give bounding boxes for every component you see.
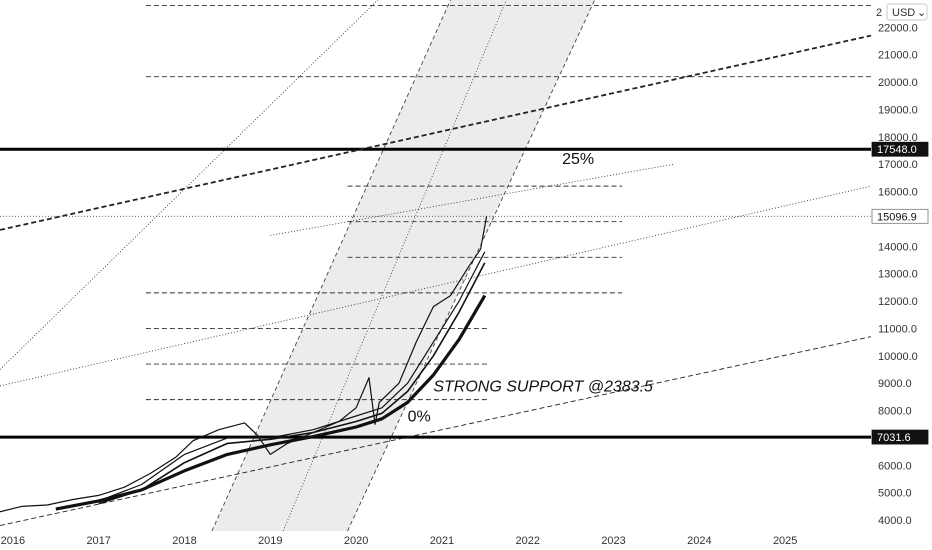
fib-levels bbox=[145, 5, 871, 401]
price-line bbox=[0, 216, 488, 513]
price-tick-label: 22000.0 bbox=[878, 22, 918, 34]
price-badge-label: 7031.6 bbox=[877, 432, 911, 444]
chart-annotation: 0% bbox=[408, 409, 431, 426]
price-badge-label: 17548.0 bbox=[877, 144, 917, 156]
time-tick-label: 2022 bbox=[516, 535, 540, 547]
price-tick-label: 18000.0 bbox=[878, 132, 918, 144]
price-tick-label: 13000.0 bbox=[878, 269, 918, 281]
price-tick-label: 19000.0 bbox=[878, 104, 918, 116]
price-tick-label: 14000.0 bbox=[878, 241, 918, 253]
time-tick-label: 2019 bbox=[258, 535, 282, 547]
time-tick-label: 2018 bbox=[172, 535, 196, 547]
price-tick-top-partial: 2 bbox=[876, 7, 882, 19]
currency-selector[interactable]: USD ⌄ bbox=[886, 3, 928, 21]
price-series bbox=[0, 216, 488, 513]
price-tick-label: 8000.0 bbox=[878, 406, 912, 418]
annotations: 25% 0%STRONG SUPPORT @2383.5 bbox=[408, 151, 653, 425]
time-tick-label: 2020 bbox=[344, 535, 368, 547]
channel-band bbox=[211, 0, 596, 532]
price-tick-label: 4000.0 bbox=[878, 515, 912, 527]
price-tick-label: 12000.0 bbox=[878, 296, 918, 308]
trend-line bbox=[0, 34, 872, 231]
chevron-down-icon: ⌄ bbox=[917, 7, 926, 19]
price-tick-label: 10000.0 bbox=[878, 351, 918, 363]
channel-fill bbox=[212, 0, 595, 531]
time-tick-label: 2023 bbox=[601, 535, 625, 547]
time-tick-label: 2021 bbox=[430, 535, 454, 547]
trend-line bbox=[0, 185, 872, 387]
time-tick-label: 2024 bbox=[687, 535, 711, 547]
chart-annotation: 25% bbox=[562, 151, 594, 168]
price-tick-label: 17000.0 bbox=[878, 159, 918, 171]
trend-line bbox=[270, 163, 674, 236]
moving-average-line bbox=[98, 251, 486, 502]
channel-left-edge bbox=[211, 0, 451, 532]
moving-average-line bbox=[55, 294, 487, 511]
price-badge-box bbox=[871, 208, 929, 224]
trend-line bbox=[0, 0, 379, 370]
moving-average-line bbox=[98, 262, 486, 505]
price-axis[interactable]: 4000.05000.06000.07000.08000.09000.01000… bbox=[878, 22, 918, 527]
price-badge-box bbox=[871, 141, 929, 157]
price-tick-label: 6000.0 bbox=[878, 460, 912, 472]
trend-lines bbox=[0, 0, 872, 526]
horizontal-levels bbox=[0, 147, 871, 439]
price-badge-label: 15096.9 bbox=[877, 211, 917, 223]
price-tick-label: 9000.0 bbox=[878, 378, 912, 390]
price-tick-label: 20000.0 bbox=[878, 77, 918, 89]
price-tick-label: 5000.0 bbox=[878, 488, 912, 500]
trend-line bbox=[0, 336, 872, 526]
currency-selector-frame[interactable] bbox=[886, 3, 928, 21]
price-badge-box bbox=[871, 429, 929, 445]
price-tick-label: 21000.0 bbox=[878, 50, 918, 62]
price-tick-label: 16000.0 bbox=[878, 187, 918, 199]
currency-label: USD bbox=[892, 7, 915, 19]
time-tick-label: 2016 bbox=[1, 535, 25, 547]
price-badges: 17548.0 15096.9 7031.6 bbox=[871, 141, 929, 445]
chart-annotation: STRONG SUPPORT @2383.5 bbox=[433, 378, 653, 395]
time-tick-label: 2017 bbox=[86, 535, 110, 547]
price-tick-label: 11000.0 bbox=[878, 323, 917, 335]
time-tick-label: 2025 bbox=[773, 535, 797, 547]
time-axis[interactable]: 2016 2017 2018 2019 2020 2021 2022 2023 2024 2025 bbox=[1, 535, 798, 547]
